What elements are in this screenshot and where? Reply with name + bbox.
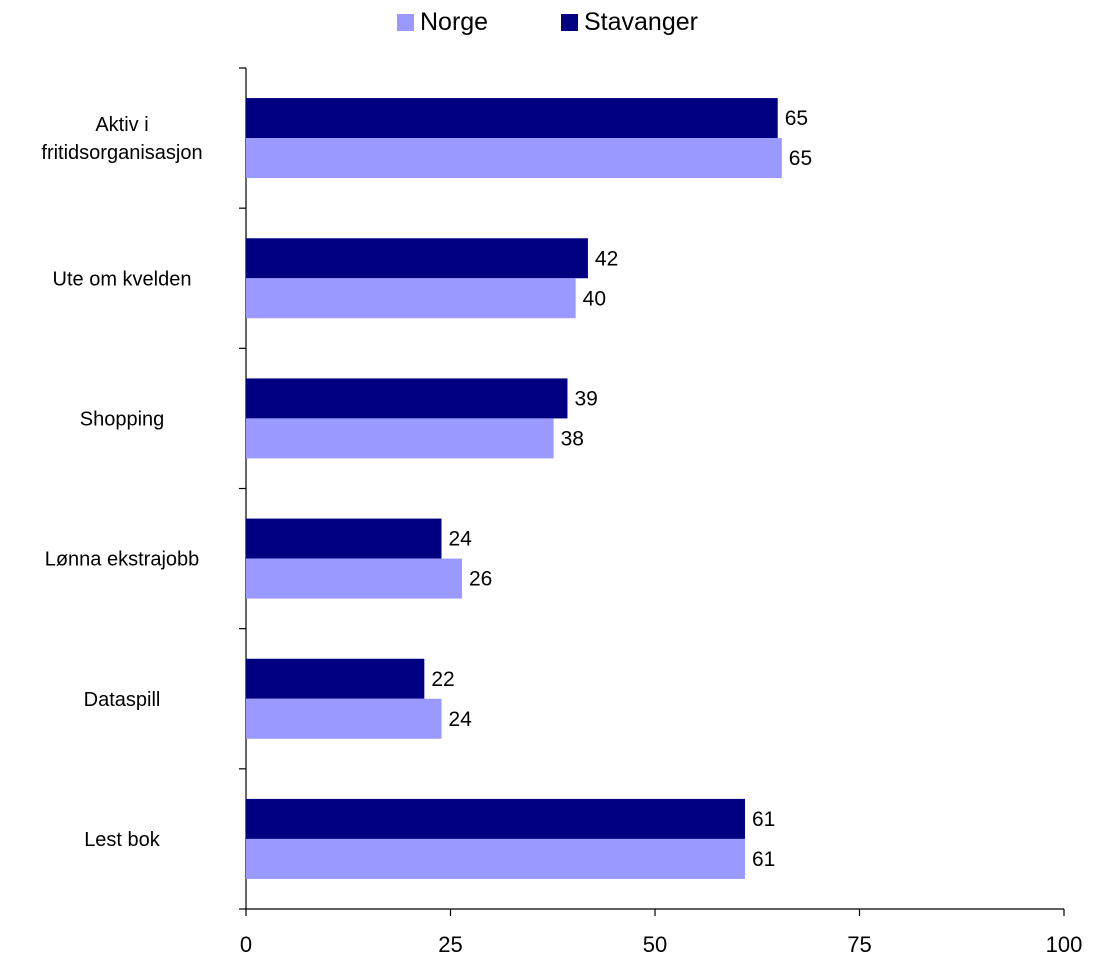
bar-stavanger	[246, 98, 778, 139]
legend-swatch-norge	[397, 13, 414, 31]
category-label: Aktiv i fritidsorganisasjon	[41, 114, 202, 164]
bar-norge	[246, 138, 782, 179]
bar-stavanger	[246, 658, 425, 699]
bar-norge	[246, 838, 745, 879]
x-tick-label: 50	[643, 932, 667, 957]
legend-label-stavanger: Stavanger	[584, 7, 698, 36]
category-label: Ute om kvelden	[53, 268, 192, 290]
data-label-stavanger: 24	[449, 528, 473, 551]
bar-stavanger	[246, 518, 442, 559]
bar-norge	[246, 418, 554, 459]
legend-item-norge: Norge	[397, 4, 488, 40]
data-label-norge: 61	[752, 848, 775, 871]
legend-item-stavanger: Stavanger	[561, 4, 698, 40]
category-label: Dataspill	[84, 689, 161, 711]
bar-norge	[246, 698, 442, 739]
bar-stavanger	[246, 798, 745, 839]
category-label: Lest bok	[84, 829, 161, 851]
bar-stavanger	[246, 238, 588, 279]
data-label-norge: 24	[449, 708, 473, 731]
data-label-stavanger: 39	[574, 387, 597, 410]
data-label-norge: 65	[789, 147, 812, 170]
data-label-norge: 38	[561, 427, 584, 450]
legend-swatch-stavanger	[561, 13, 578, 31]
data-label-stavanger: 42	[595, 247, 618, 270]
x-tick-label: 100	[1046, 932, 1083, 957]
bar-norge	[246, 558, 462, 599]
bar-norge	[246, 278, 576, 319]
data-label-norge: 26	[469, 568, 492, 591]
x-tick-label: 75	[847, 932, 871, 957]
legend-label-norge: Norge	[420, 7, 489, 36]
bar-stavanger	[246, 378, 568, 419]
data-label-stavanger: 22	[431, 668, 454, 691]
category-label: Shopping	[80, 408, 165, 430]
data-label-stavanger: 65	[785, 107, 808, 130]
data-label-norge: 40	[583, 287, 606, 310]
category-label: Lønna ekstrajobb	[45, 549, 200, 571]
x-tick-label: 0	[240, 932, 252, 957]
data-label-stavanger: 61	[752, 808, 775, 831]
x-tick-label: 25	[438, 932, 462, 957]
